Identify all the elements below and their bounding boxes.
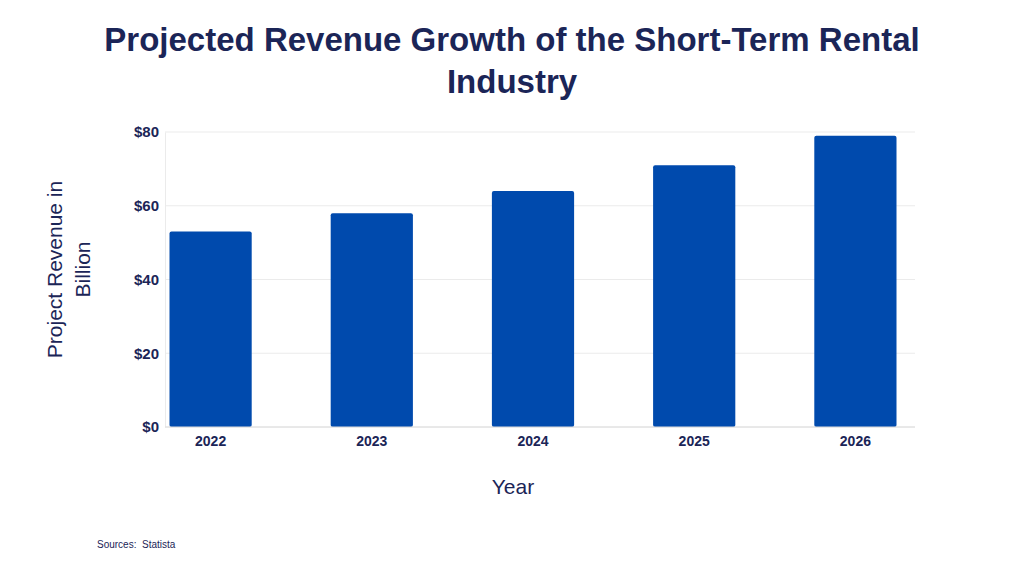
y-tick-label: $60 (134, 197, 159, 214)
text-line: Project Revenue in (43, 181, 66, 358)
bar (814, 136, 896, 427)
x-tick-label: 2024 (517, 433, 548, 449)
x-tick: 2026 (840, 427, 871, 449)
bar (169, 232, 251, 427)
x-tick-label: 2026 (840, 433, 871, 449)
text-line: Projected Revenue Growth of the Short-Te… (104, 21, 919, 58)
y-tick: $0 (142, 418, 165, 435)
y-tick-label: $0 (142, 418, 159, 435)
bar (331, 213, 413, 427)
source: Sources: Statista (97, 539, 176, 550)
y-tick: $80 (134, 123, 165, 140)
x-tick-label: 2022 (195, 433, 226, 449)
y-axis: $0 $20 $40 $60 $80 (134, 123, 166, 435)
y-axis-title: Project Revenue inBillion (43, 181, 94, 358)
x-axis: 2022 2023 2024 2025 2026 (165, 427, 915, 449)
x-tick: 2024 (517, 427, 548, 449)
x-axis-line (165, 427, 915, 428)
title: Projected Revenue Growth of the Short-Te… (104, 21, 919, 100)
x-tick-label: 2023 (356, 433, 387, 449)
bar (492, 191, 574, 427)
bars (169, 136, 896, 427)
x-tick-label: 2025 (679, 433, 710, 449)
x-tick: 2025 (679, 427, 710, 449)
y-tick-label: $80 (134, 123, 159, 140)
x-axis-title: Year (492, 475, 534, 498)
x-tick: 2023 (356, 427, 387, 449)
grid-line (165, 132, 915, 133)
y-tick: $20 (134, 345, 165, 362)
y-axis-line (165, 133, 166, 428)
bar (653, 165, 735, 427)
grid-line (165, 427, 915, 428)
y-tick-label: $40 (134, 271, 159, 288)
y-tick-label: $20 (134, 345, 159, 362)
x-tick: 2022 (195, 427, 226, 449)
chart: Projected Revenue Growth of the Short-Te… (0, 0, 1024, 576)
y-tick: $40 (134, 271, 165, 288)
text-line: Industry (447, 63, 578, 100)
grid (165, 132, 915, 427)
y-tick: $60 (134, 197, 165, 214)
text-line: Billion (71, 241, 94, 297)
